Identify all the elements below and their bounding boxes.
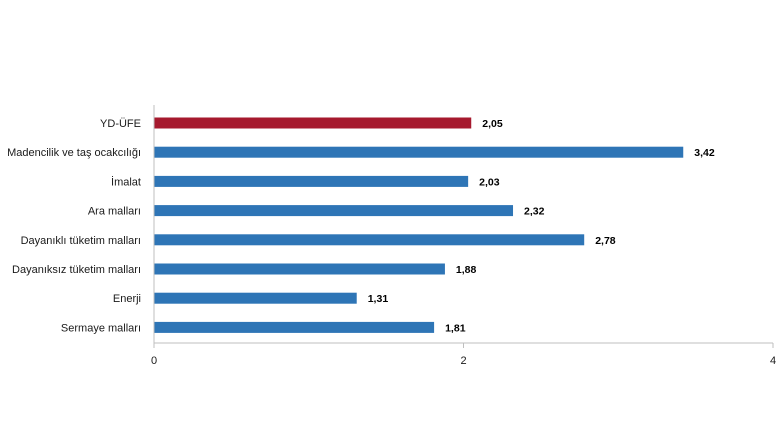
bar-value-label: 1,81 <box>445 322 466 334</box>
bar <box>154 292 357 304</box>
category-label: Dayanıksız tüketim malları <box>12 264 141 276</box>
bar-value-label: 1,31 <box>368 293 389 305</box>
bar <box>154 117 472 129</box>
bar <box>154 234 585 246</box>
x-tick-label: 0 <box>151 355 157 367</box>
bar <box>154 205 514 217</box>
bar-value-label: 2,78 <box>595 235 616 247</box>
bar-value-label: 1,88 <box>456 264 477 276</box>
category-label: YD-ÜFE <box>100 118 141 130</box>
bar <box>154 321 435 333</box>
category-label: Enerji <box>113 293 141 305</box>
axis-layer: 0 2 4 <box>151 105 776 367</box>
bar-value-label: 2,03 <box>479 176 500 188</box>
bar <box>154 263 445 275</box>
bar-value-label: 3,42 <box>694 147 715 159</box>
labels-layer: YD-ÜFE 2,05 Madencilik ve taş ocakcılığı 3,… <box>7 118 715 334</box>
bars-layer <box>154 117 684 333</box>
x-tick-label: 2 <box>460 355 466 367</box>
category-label: Sermaye malları <box>61 322 141 334</box>
bar-value-label: 2,32 <box>524 206 545 218</box>
bar <box>154 146 684 158</box>
category-label: Ara malları <box>88 206 141 218</box>
category-label: Madencilik ve taş ocakcılığı <box>7 147 141 159</box>
bar <box>154 175 469 187</box>
x-tick-label: 4 <box>770 355 776 367</box>
bar-value-label: 2,05 <box>482 118 503 130</box>
category-label: İmalat <box>111 175 141 188</box>
category-label: Dayanıklı tüketim malları <box>21 235 141 247</box>
